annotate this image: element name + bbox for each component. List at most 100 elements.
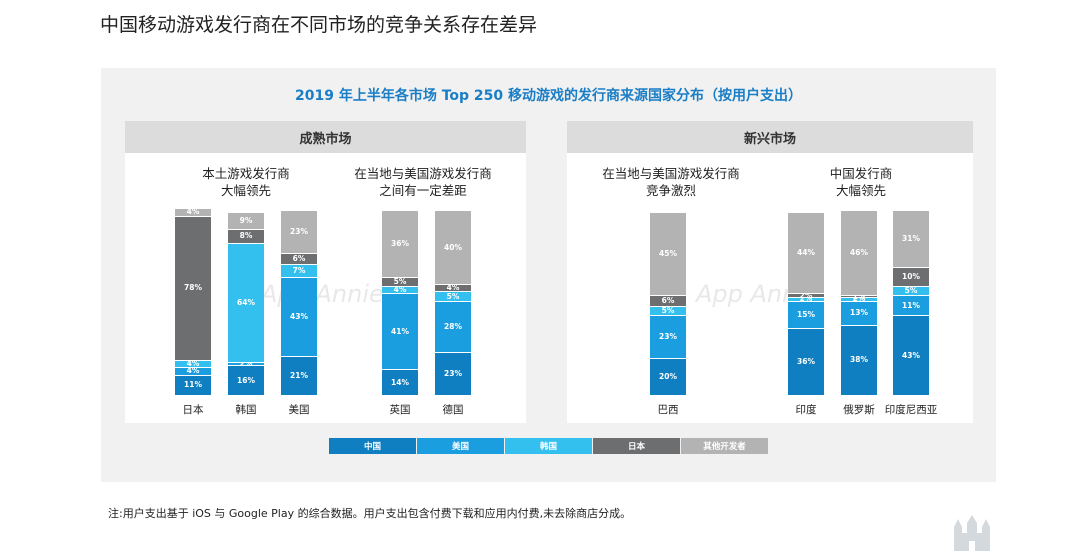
group-label: 在当地与美国游戏发行商 之间有一定差距 xyxy=(333,165,513,199)
data-label: 2% xyxy=(239,359,253,369)
data-label: 4% xyxy=(393,285,407,295)
watermark-left: App Annie xyxy=(261,280,384,308)
group-label-line: 在当地与美国游戏发行商 xyxy=(602,166,740,181)
data-label: 46% xyxy=(850,248,868,258)
bar-segment xyxy=(281,210,317,253)
bar-segment xyxy=(228,211,264,229)
bar-segment xyxy=(281,252,317,264)
bar-德国: 23% 28% 5% 4% 40% xyxy=(435,210,471,395)
bar-segment xyxy=(435,210,471,284)
bar-segment xyxy=(281,356,317,395)
bar-segment xyxy=(382,369,418,395)
data-label: 44% xyxy=(797,248,815,258)
data-label: 11% xyxy=(902,300,920,310)
data-label: 2% xyxy=(799,290,813,300)
bar-segment xyxy=(281,263,317,277)
legend-item: 日本 xyxy=(593,438,680,454)
data-label: 6% xyxy=(661,296,675,306)
group-label-line: 本土游戏发行商 xyxy=(202,166,290,181)
data-label: 16% xyxy=(237,375,255,385)
legend-item: 美国 xyxy=(417,438,504,454)
data-label: 13% xyxy=(850,308,868,318)
data-label: 6% xyxy=(292,253,306,263)
data-label: 21% xyxy=(290,371,308,381)
bar-segment xyxy=(788,211,824,294)
bar-segment xyxy=(650,315,686,358)
legend-item: 韩国 xyxy=(505,438,592,454)
bar-segment xyxy=(650,306,686,316)
data-label: 2% xyxy=(852,294,866,304)
bar-segment xyxy=(841,324,877,395)
data-label: 23% xyxy=(659,332,677,342)
data-label: 43% xyxy=(902,350,920,360)
group-label-line: 竞争激烈 xyxy=(645,183,696,198)
data-label: 8% xyxy=(239,231,253,241)
group-label-line: 大幅领先 xyxy=(220,183,271,198)
data-label: 40% xyxy=(444,242,462,252)
bar-segment xyxy=(893,315,929,395)
bar-英国: 14% 41% 4% 5% 36% xyxy=(382,210,418,395)
group-label-line: 中国发行商 xyxy=(829,166,893,181)
chart-panel: 2019 年上半年各市场 Top 250 移动游戏的发行商来源国家分布（按用户支… xyxy=(101,68,996,482)
data-label: 4% xyxy=(186,366,200,376)
data-label: 23% xyxy=(444,369,462,379)
footnote: 注:用户支出基于 iOS 与 Google Play 的综合数据。用户支出包含付… xyxy=(108,507,632,520)
group-label-line: 之间有一定差距 xyxy=(379,183,467,198)
bar-美国: 21% 43% 7% 6% 23% xyxy=(281,210,317,395)
bar-segment xyxy=(650,358,686,395)
bar-日本: 11% 4% 4% 78% 4% xyxy=(175,207,211,395)
data-label: 45% xyxy=(659,248,677,258)
bar-俄罗斯: 38% 13% 2% 1% 46% xyxy=(841,210,877,395)
data-label: 64% xyxy=(237,298,255,307)
x-tick-label: 巴西 xyxy=(657,404,679,416)
data-label: 4% xyxy=(186,207,200,217)
bar-巴西: 20% 23% 5% 6% 45% xyxy=(650,210,686,395)
bar-segment xyxy=(382,293,418,370)
data-label: 41% xyxy=(391,326,409,336)
bar-segment xyxy=(382,276,418,286)
bar-segment xyxy=(175,215,211,360)
bar-segment xyxy=(788,293,824,297)
bar-segment xyxy=(228,228,264,244)
market-header-mature: 成熟市场 xyxy=(125,121,526,153)
data-label: 38% xyxy=(850,355,868,365)
data-label: 4% xyxy=(186,359,200,369)
bar-segment xyxy=(650,211,686,296)
bar-segment xyxy=(788,328,824,395)
bar-segment xyxy=(788,300,824,329)
bar-韩国: 16% 2% 64% 8% 9% xyxy=(228,210,264,395)
bar-segment xyxy=(788,296,824,301)
x-tick-label: 日本 xyxy=(182,404,204,416)
x-tick-label: 印度尼西亚 xyxy=(884,404,938,416)
x-tick-label: 德国 xyxy=(442,404,464,416)
data-label: 5% xyxy=(661,306,675,316)
data-label: 7% xyxy=(292,265,306,275)
bar-segment xyxy=(841,210,877,296)
data-label: 78% xyxy=(184,283,202,293)
bar-segment xyxy=(893,267,929,286)
data-label: 43% xyxy=(290,311,308,321)
group-label: 本土游戏发行商 大幅领先 xyxy=(161,165,331,199)
x-tick-label: 印度 xyxy=(795,404,817,416)
bar-segment xyxy=(175,367,211,375)
data-label: 14% xyxy=(391,377,409,387)
bar-segment xyxy=(382,285,418,294)
market-header-emerging: 新兴市场 xyxy=(567,121,973,153)
bar-segment xyxy=(841,300,877,325)
data-label: 10% xyxy=(902,272,920,282)
castle-logo-icon xyxy=(954,515,990,551)
bar-segment xyxy=(175,208,211,216)
legend-item: 中国 xyxy=(329,438,416,454)
bar-印度尼西亚: 43% 11% 5% 10% 31% xyxy=(893,210,929,395)
bar-segment xyxy=(841,295,877,297)
data-label: 5% xyxy=(393,276,407,286)
group-label-line: 大幅领先 xyxy=(835,183,886,198)
legend-item: 其他开发者 xyxy=(681,438,768,454)
data-label: 36% xyxy=(391,238,409,248)
bar-segment xyxy=(382,210,418,277)
bar-segment xyxy=(435,352,471,395)
bar-segment xyxy=(281,276,317,357)
bar-segment xyxy=(228,243,264,362)
chart-title: 2019 年上半年各市场 Top 250 移动游戏的发行商来源国家分布（按用户支… xyxy=(294,88,802,104)
bar-segment xyxy=(228,365,264,395)
